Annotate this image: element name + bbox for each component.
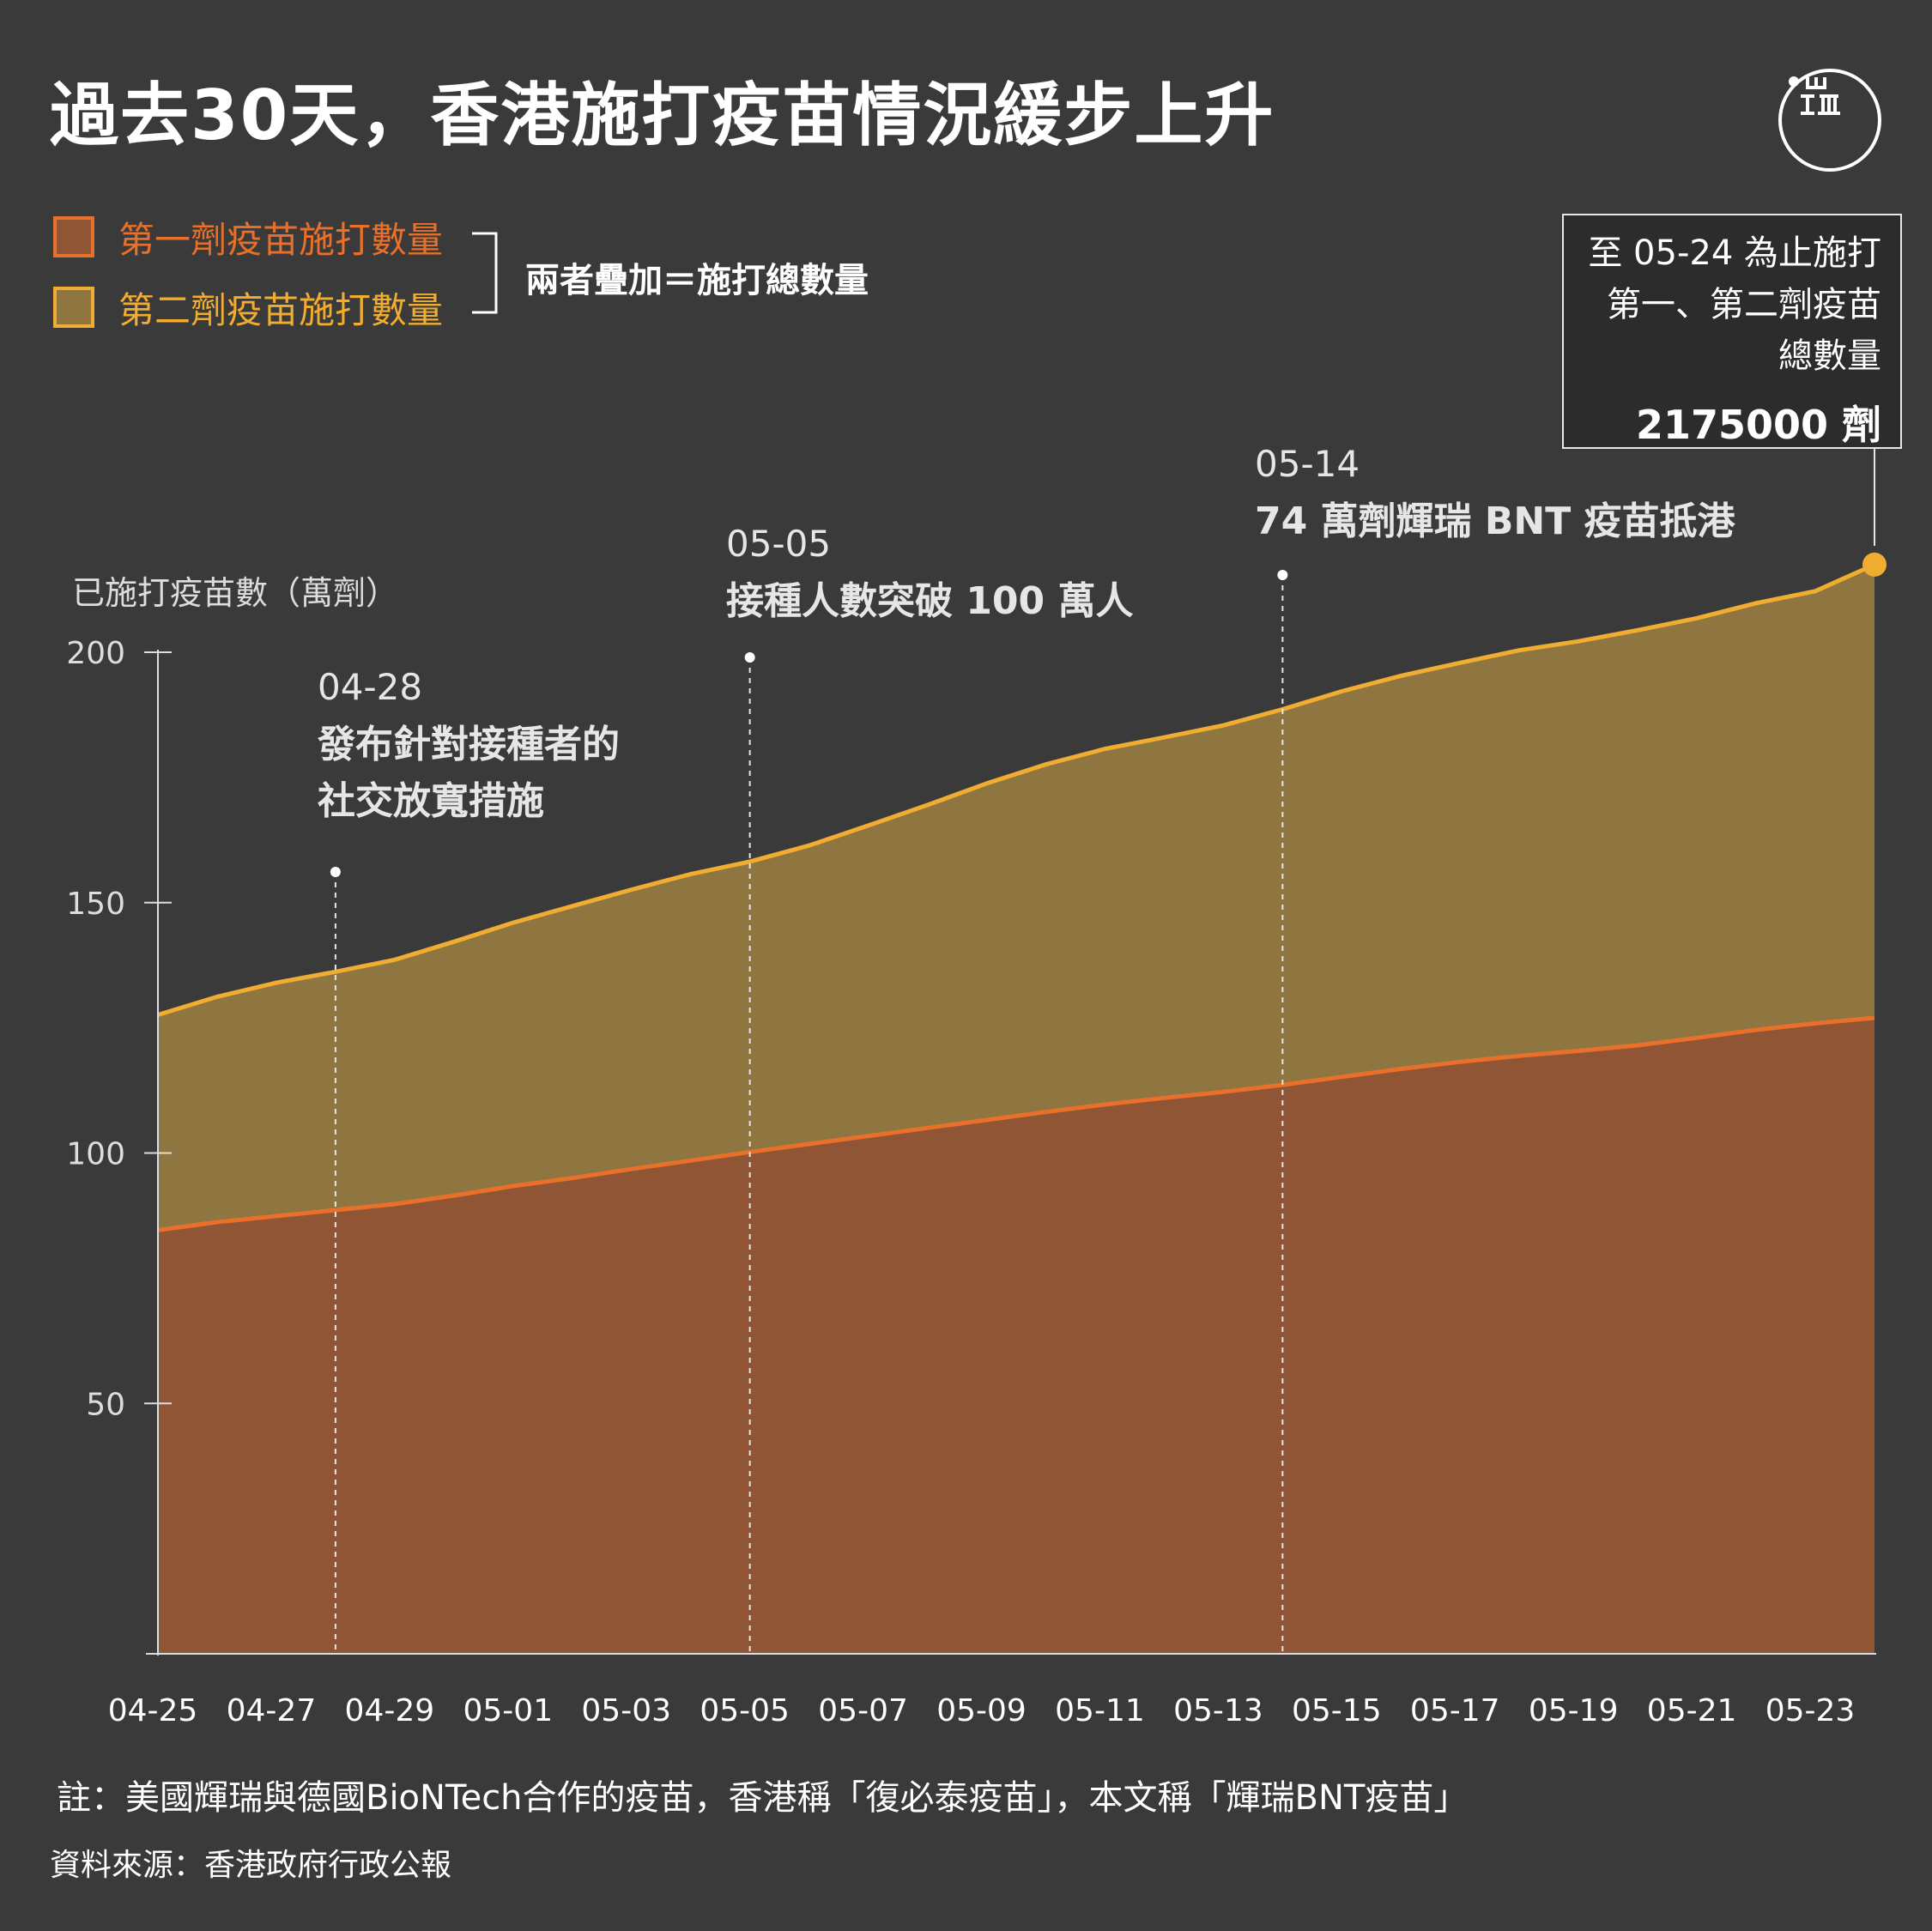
annotation-dot [330, 867, 341, 877]
legend-second-label: 第二劑疫苗施打數量 [118, 288, 444, 331]
annotation-dot [1277, 570, 1288, 580]
x-tick-label: 05-19 [1529, 1693, 1619, 1728]
line-first-dose [157, 1015, 1875, 1232]
x-tick-label: 05-05 [700, 1693, 790, 1728]
annotation-date: 04-28 [318, 666, 422, 708]
line-total-dose [157, 562, 1876, 1017]
x-tick-label: 05-21 [1647, 1693, 1737, 1728]
annotation-date: 05-05 [726, 523, 831, 565]
x-tick-label: 05-23 [1765, 1693, 1856, 1728]
x-tick-label: 04-29 [345, 1693, 435, 1728]
legend-bracket [472, 232, 498, 314]
x-tick-label: 04-27 [227, 1693, 317, 1728]
legend-swatch-second [53, 287, 94, 328]
legend-swatch-first [53, 216, 94, 257]
end-point-marker [1862, 552, 1887, 577]
x-tick-label: 05-03 [581, 1693, 671, 1728]
y-tick-label: 150 [66, 887, 125, 922]
x-tick-label: 04-25 [108, 1693, 198, 1728]
stacked-area-chart: 50 100 150 200 已施打疫苗數（萬劑） 04-25 04-27 04-29 05-0… [66, 443, 1887, 1728]
annotation-text: 接種人數突破 100 萬人 [726, 579, 1133, 623]
legend-first-dose: 第一劑疫苗施打數量 [53, 211, 443, 263]
annotation-date: 05-14 [1255, 443, 1360, 485]
annotation-dot [744, 652, 755, 663]
total-value: 2175000 劑 [1635, 402, 1881, 448]
total-callout: 至 05-24 為止施打 第一、第二劑疫苗 總數量 2175000 劑 [1562, 214, 1902, 449]
x-tick-label: 05-01 [463, 1693, 553, 1728]
annotation-text: 74 萬劑輝瑞 BNT 疫苗抵港 [1255, 499, 1736, 543]
x-tick-label: 05-13 [1173, 1693, 1263, 1728]
total-line-3: 總數量 [1778, 336, 1881, 376]
x-tick-label: 05-09 [936, 1693, 1027, 1728]
legend-sum-note: 兩者疊加＝施打總數量 [525, 261, 869, 300]
legend-first-label: 第一劑疫苗施打數量 [118, 218, 444, 261]
source-note: 資料來源：香港政府行政公報 [50, 1848, 452, 1883]
footnote: 註：美國輝瑞與德國BioNTech合作的疫苗，香港稱「復必泰疫苗」，本文稱「輝瑞… [57, 1778, 1469, 1818]
legend-second-dose: 第二劑疫苗施打數量 [53, 281, 443, 333]
x-tick-label: 05-15 [1292, 1693, 1382, 1728]
x-tick-label: 05-17 [1410, 1693, 1500, 1728]
total-line-2: 第一、第二劑疫苗 [1607, 285, 1881, 324]
y-tick-label: 50 [86, 1387, 125, 1422]
y-tick-label: 100 [66, 1137, 125, 1172]
area-second-dose [158, 564, 1874, 1231]
x-tick-label: 05-11 [1055, 1693, 1145, 1728]
y-axis-title: 已施打疫苗數（萬劑） [72, 574, 398, 612]
page-title: 過去30天，香港施打疫苗情況緩步上升 [50, 76, 1275, 155]
total-line-1: 至 05-24 為止施打 [1588, 233, 1881, 273]
x-tick-label: 05-07 [818, 1693, 908, 1728]
annotation-text: 發布針對接種者的 [317, 723, 620, 766]
y-tick-label: 200 [66, 636, 125, 671]
logo-icon [1778, 69, 1881, 172]
annotation-text: 社交放寬措施 [318, 779, 544, 823]
